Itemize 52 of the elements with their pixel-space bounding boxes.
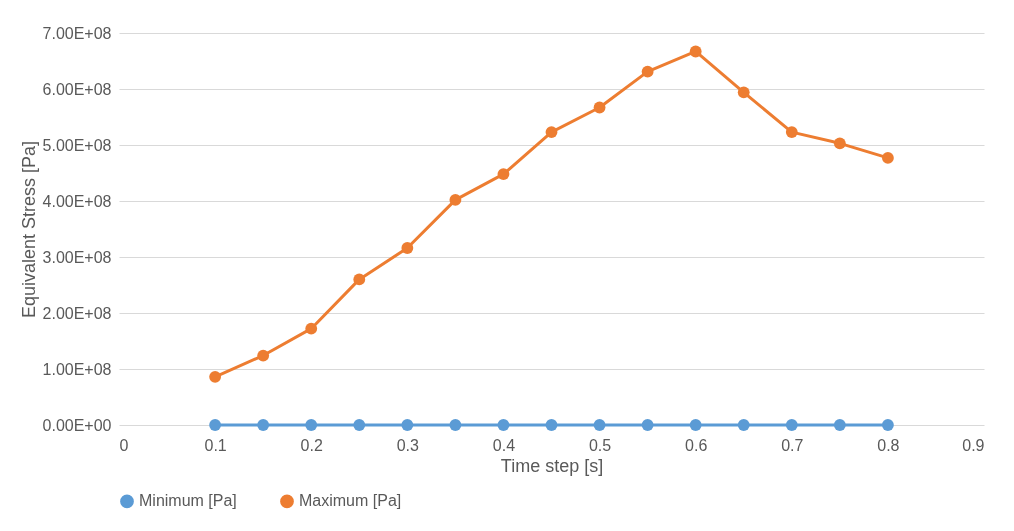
- y-tick-label: 3.00E+08: [42, 248, 112, 266]
- x-tick-label: 0.7: [781, 436, 804, 454]
- point: [305, 419, 318, 431]
- point: [545, 126, 558, 139]
- point: [689, 419, 702, 431]
- x-tick-label: 0.6: [685, 436, 708, 454]
- x-tick-label: 0: [119, 436, 129, 454]
- x-tick-label: 0.5: [588, 436, 612, 454]
- point: [449, 419, 462, 431]
- point: [641, 419, 654, 431]
- point: [401, 242, 414, 254]
- point: [833, 137, 846, 150]
- y-tick-label: 2.00E+08: [42, 304, 112, 322]
- point: [737, 86, 750, 99]
- point: [209, 370, 222, 383]
- point: [257, 349, 270, 362]
- point: [881, 419, 894, 431]
- x-tick-label: 0.3: [396, 436, 420, 454]
- y-axis-title: Equivalent Stress [Pa]: [18, 140, 39, 319]
- legend-label: Minimum [Pa]: [139, 492, 237, 510]
- point: [641, 65, 654, 78]
- point: [689, 45, 702, 58]
- x-axis-title: Time step [s]: [500, 455, 604, 476]
- point: [257, 419, 270, 431]
- point: [497, 168, 510, 181]
- x-tick-label: 0.2: [300, 436, 323, 454]
- y-tick-label: 7.00E+08: [42, 24, 112, 42]
- point: [353, 419, 366, 431]
- point: [785, 419, 798, 431]
- x-tick-label: 0.8: [877, 436, 900, 454]
- x-tick-label: 0.9: [962, 436, 985, 454]
- y-tick-label: 1.00E+08: [42, 360, 112, 378]
- point: [305, 322, 318, 335]
- point: [593, 101, 606, 114]
- x-tick-label: 0.1: [204, 436, 227, 454]
- point: [593, 419, 606, 431]
- x-tick-label: 0.4: [492, 436, 516, 454]
- y-tick-label: 4.00E+08: [42, 192, 112, 210]
- point: [881, 151, 894, 164]
- point: [209, 419, 222, 431]
- point: [401, 419, 414, 431]
- point: [833, 419, 846, 431]
- point: [737, 419, 750, 431]
- point: [545, 419, 558, 431]
- point: [497, 419, 510, 431]
- y-tick-label: 6.00E+08: [42, 80, 112, 98]
- point: [785, 126, 798, 139]
- point: [353, 273, 366, 286]
- y-tick-label: 5.00E+08: [42, 136, 112, 154]
- point: [449, 193, 462, 206]
- y-tick-label: 0.00E+00: [42, 416, 112, 434]
- legend-label: Maximum [Pa]: [299, 492, 402, 510]
